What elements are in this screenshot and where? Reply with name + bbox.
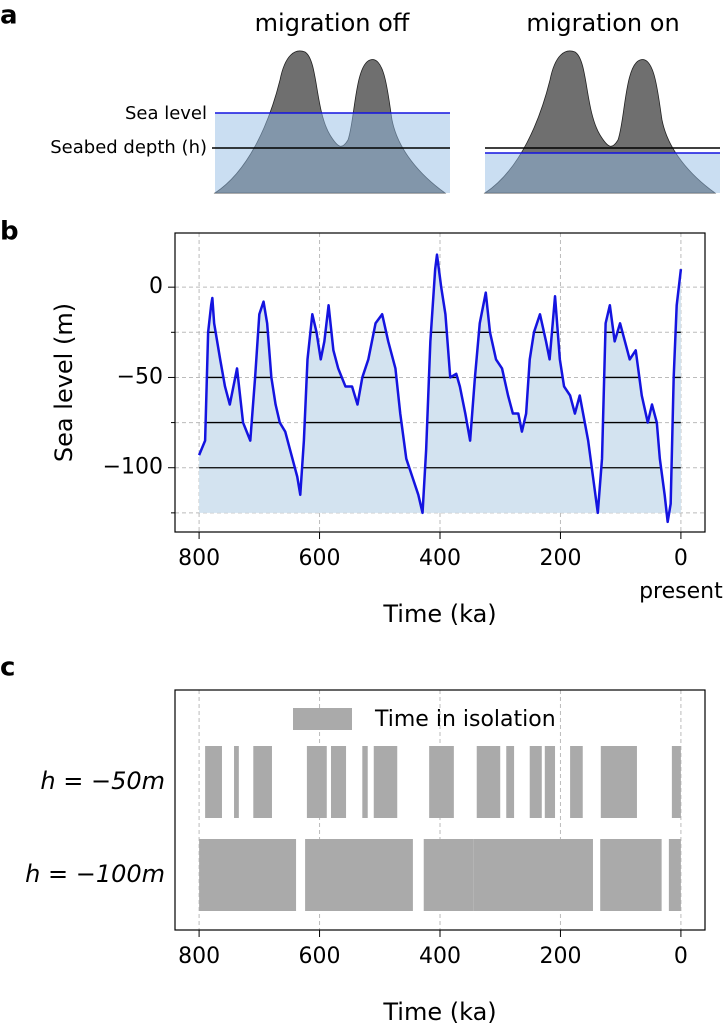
sea-level-line xyxy=(197,253,683,524)
diagram-title: migration off xyxy=(255,9,410,37)
isolation-bar xyxy=(668,839,681,911)
row-label: h = −50m xyxy=(40,767,165,795)
isolation-bar xyxy=(506,746,515,818)
x-tick-label: 0 xyxy=(674,546,688,571)
seabed-label: Seabed depth (h) xyxy=(50,137,207,158)
x-tick-label: 400 xyxy=(419,546,461,571)
isolation-bar xyxy=(205,746,222,818)
isolation-bar xyxy=(330,746,347,818)
x-tick-label: 200 xyxy=(539,546,581,571)
isolation-bar xyxy=(429,746,454,818)
isolation-bar xyxy=(253,746,272,818)
panel-label: c xyxy=(0,653,15,683)
x-tick-label: 800 xyxy=(178,546,220,571)
isolation-bar xyxy=(529,746,542,818)
y-axis-label: Sea level (m) xyxy=(50,303,78,462)
isolation-bar xyxy=(544,746,556,818)
row-label: h = −100m xyxy=(25,860,165,888)
legend-swatch xyxy=(293,708,352,730)
sea-level-label: Sea level xyxy=(125,103,207,124)
y-tick-label: −100 xyxy=(103,455,163,480)
isolation-bar xyxy=(234,746,239,818)
x-axis-label: Time (ka) xyxy=(382,600,496,628)
x-note: present xyxy=(639,579,723,604)
x-tick-label: 800 xyxy=(178,944,220,969)
y-tick-label: 0 xyxy=(149,274,163,299)
isolation-bar xyxy=(600,839,662,911)
x-tick-label: 0 xyxy=(674,944,688,969)
y-tick-label: −50 xyxy=(117,364,163,389)
panel-a: a migration off migration on Sea level S… xyxy=(0,1,720,194)
isolation-bar xyxy=(473,839,593,911)
panel-label: a xyxy=(0,1,18,31)
x-tick-label: 200 xyxy=(539,944,581,969)
plot-frame xyxy=(174,689,706,931)
diagram-title: migration on xyxy=(526,9,679,37)
isolation-bar xyxy=(362,746,368,818)
x-tick-label: 600 xyxy=(299,546,341,571)
panel-label: b xyxy=(0,217,19,247)
area xyxy=(199,254,681,522)
legend-label: Time in isolation xyxy=(374,707,556,732)
isolation-bar xyxy=(199,839,297,911)
isolation-bar xyxy=(373,746,398,818)
isolation-bar xyxy=(423,839,474,911)
sea xyxy=(215,113,450,193)
x-axis-label: Time (ka) xyxy=(382,998,496,1024)
isolation-bar xyxy=(306,746,327,818)
x-tick-label: 400 xyxy=(419,944,461,969)
x-tick-label: 600 xyxy=(299,944,341,969)
plot-frame xyxy=(174,232,706,533)
isolation-bar xyxy=(476,746,501,818)
isolation-bar xyxy=(305,839,413,911)
isolation-bar xyxy=(671,746,681,818)
isolation-bar xyxy=(570,746,583,818)
isolation-bar xyxy=(600,746,637,818)
sea xyxy=(485,153,720,193)
